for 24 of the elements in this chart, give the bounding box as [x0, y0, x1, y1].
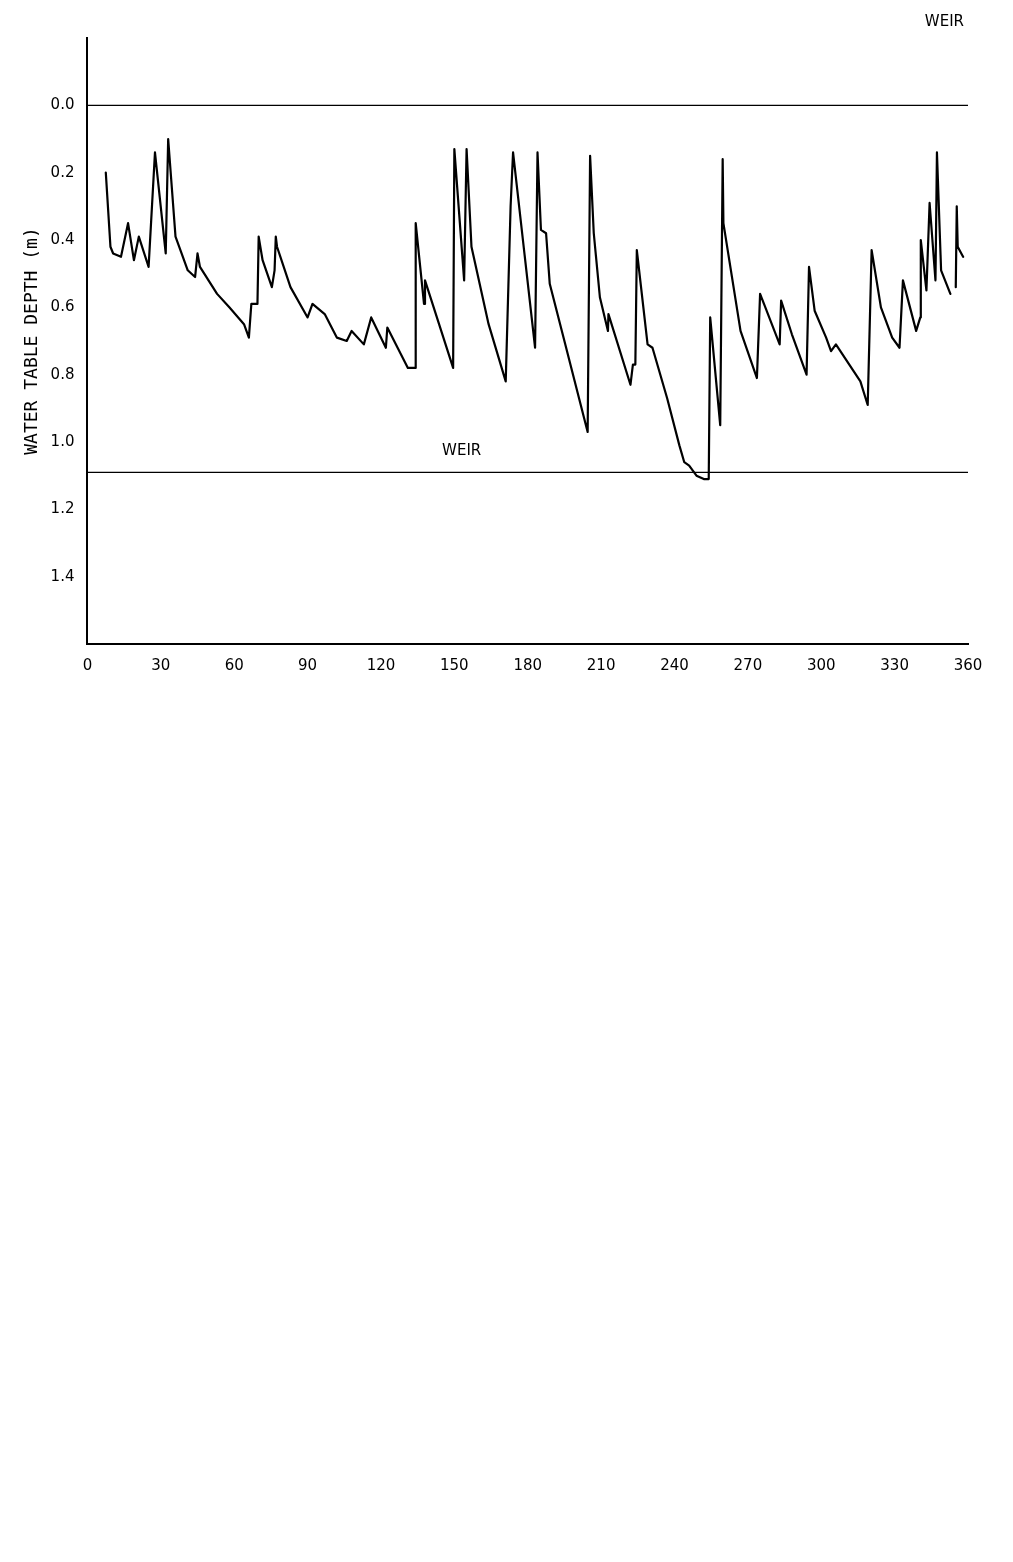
- x-tick-label: 180: [513, 655, 543, 674]
- y-tick-label: 0.6: [50, 297, 75, 316]
- x-tick-label: 150: [440, 655, 469, 674]
- y-tick-label: 1.0: [50, 431, 75, 450]
- x-tick-label: 210: [586, 655, 616, 674]
- y-tick-label: 0.4: [50, 229, 75, 248]
- y-tick-label: 1.2: [50, 499, 75, 518]
- ref-line-label: WEIR: [442, 440, 482, 459]
- x-tick-label: 120: [366, 655, 396, 674]
- x-tick-label: 90: [298, 655, 318, 674]
- y-tick-label: 0.8: [50, 364, 75, 383]
- x-tick-label: 330: [880, 655, 909, 674]
- text: WEIR: [924, 12, 964, 31]
- x-tick-label: 30: [151, 655, 171, 674]
- x-tick-label: 0: [82, 655, 93, 674]
- y-axis-title: WATER TABLE DEPTH (m): [20, 227, 42, 455]
- x-tick-label: 270: [733, 655, 763, 674]
- y-tick-label: 0.2: [50, 162, 75, 181]
- x-tick-label: 360: [953, 655, 983, 674]
- y-tick-label: 0.0: [50, 95, 75, 114]
- x-tick-label: 240: [660, 655, 689, 674]
- x-tick-label: 60: [224, 655, 244, 674]
- x-tick-label: 300: [806, 655, 836, 674]
- y-tick-label: 1.4: [50, 566, 75, 585]
